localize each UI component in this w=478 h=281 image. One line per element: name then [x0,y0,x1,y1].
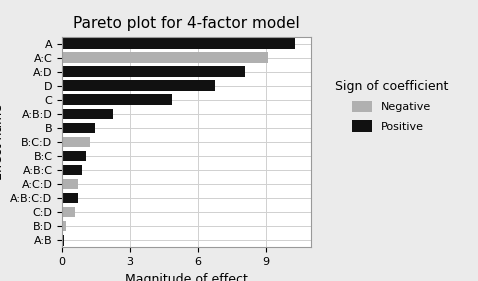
Bar [62,108,113,119]
Bar [62,235,64,246]
Bar [62,80,215,91]
Bar [62,193,77,203]
Bar [62,123,95,133]
Bar [62,38,295,49]
Bar [62,207,75,217]
Bar [62,66,245,77]
Bar [62,165,82,175]
Bar [62,179,78,189]
Bar [62,151,86,161]
Y-axis label: Effect name: Effect name [0,104,5,180]
Title: Pareto plot for 4-factor model: Pareto plot for 4-factor model [73,16,300,31]
Bar [62,137,90,147]
Bar [62,221,66,232]
Bar [62,52,268,63]
Legend: Negative, Positive: Negative, Positive [331,76,453,136]
Bar [62,94,172,105]
X-axis label: Magnitude of effect: Magnitude of effect [125,273,248,281]
